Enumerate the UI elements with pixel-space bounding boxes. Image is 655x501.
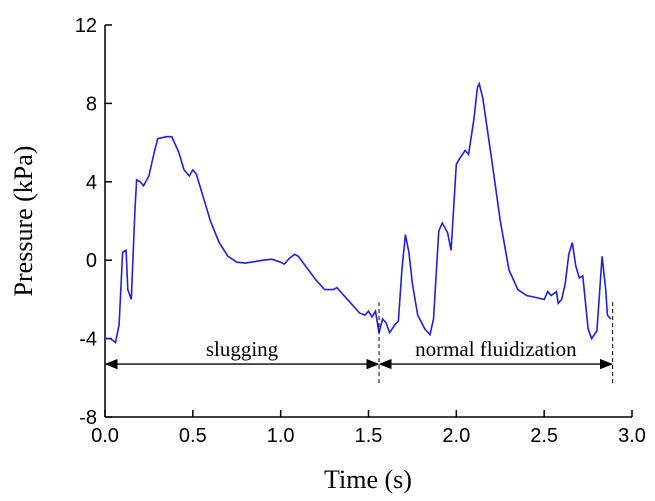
x-tick-label: 1.5	[355, 425, 383, 447]
annotation-label: normal fluidization	[415, 337, 577, 361]
x-tick-label: 0.5	[179, 425, 207, 447]
y-tick-label: 12	[75, 15, 97, 37]
y-axis-title: Pressure (kPa)	[9, 146, 38, 297]
data-line	[105, 81, 612, 344]
y-tick-label: -4	[79, 329, 97, 351]
x-axis-title: Time (s)	[324, 465, 412, 494]
x-tick-label: 0.0	[91, 425, 119, 447]
annotation-label: slugging	[206, 337, 279, 361]
x-tick-label: 2.5	[530, 425, 558, 447]
y-tick-label: 8	[86, 93, 97, 115]
y-tick-label: 0	[86, 250, 97, 272]
y-tick-label: -8	[79, 407, 97, 429]
x-tick-label: 3.0	[618, 425, 646, 447]
y-tick-label: 4	[86, 172, 97, 194]
x-tick-label: 2.0	[442, 425, 470, 447]
x-tick-label: 1.0	[267, 425, 295, 447]
